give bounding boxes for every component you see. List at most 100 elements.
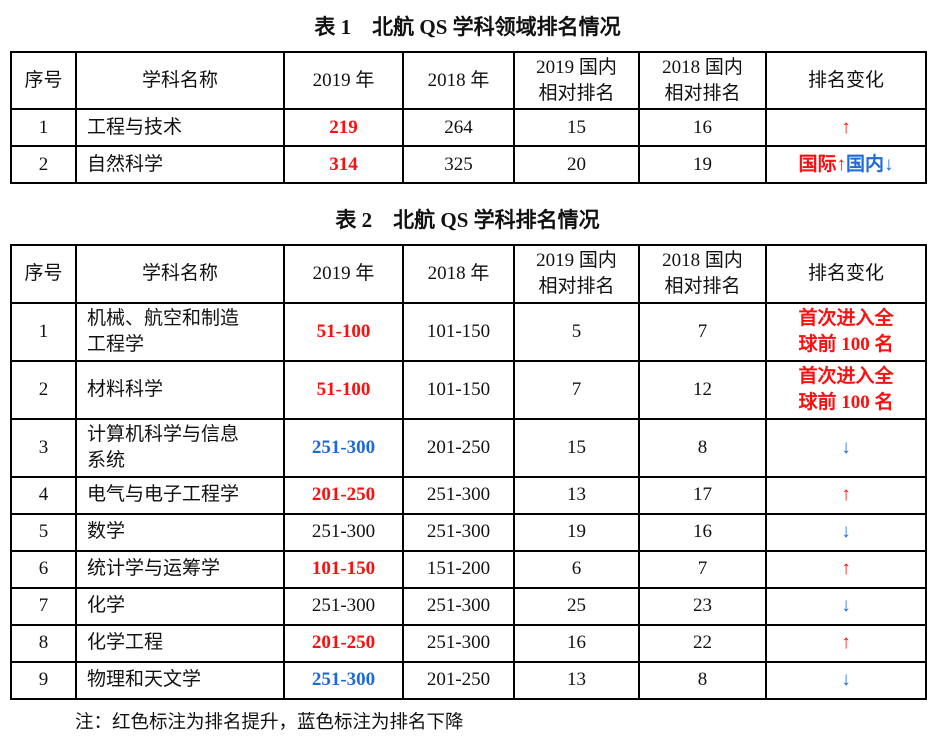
cell-domestic-rank-2019: 19 [513,512,640,552]
cell-rank-change-down-arrow: ↓ [765,417,927,478]
cell-domestic-rank-2018: 23 [638,586,767,626]
cell-subject-name: 计算机科学与信息 系统 [75,417,285,478]
cell-index: 1 [10,108,77,148]
cell-rank-2019: 251-300 [283,586,404,626]
cell-rank-2018: 201-250 [402,660,515,700]
cell-domestic-rank-2018: 7 [638,549,767,589]
cell-subject-name: 电气与电子工程学 [75,475,285,515]
cell-rank-2018: 201-250 [402,417,515,478]
cell-domestic-rank-2018: 22 [638,623,767,663]
cell-subject-name: 物理和天文学 [75,660,285,700]
cell-rank-change-up-arrow: ↑ [765,549,927,589]
cell-rank-change-down-arrow: ↓ [765,586,927,626]
cell-rank-2019: 314 [283,145,404,185]
cell-rank-2019: 251-300 [283,660,404,700]
table2-title: 表 2 北航 QS 学科排名情况 [335,208,600,233]
col-header-index: 序号 [10,244,77,304]
table-row: 5 数学 251-300 251-300 19 16 ↓ [10,512,927,552]
cell-rank-2018: 101-150 [402,301,515,362]
cell-subject-name: 化学 [75,586,285,626]
cell-rank-2018: 101-150 [402,359,515,420]
cell-rank-2018: 251-300 [402,512,515,552]
col-header-2019: 2019 年 [283,244,404,304]
col-header-change: 排名变化 [765,244,927,304]
table1-qs-subject-field-rankings: 序号 学科名称 2019 年 2018 年 2019 国内 相对排名 2018 … [10,50,927,185]
cell-rank-2018: 251-300 [402,586,515,626]
cell-domestic-rank-2018: 8 [638,660,767,700]
cell-rank-2019: 201-250 [283,475,404,515]
cell-rank-2019: 51-100 [283,301,404,362]
cell-index: 7 [10,586,77,626]
table-row: 1 机械、航空和制造 工程学 51-100 101-150 5 7 首次进入全 … [10,301,927,362]
cell-domestic-rank-2019: 15 [513,108,640,148]
cell-rank-change-down-arrow: ↓ [765,512,927,552]
col-header-change: 排名变化 [765,50,927,111]
cell-domestic-rank-2018: 17 [638,475,767,515]
cell-domestic-rank-2019: 20 [513,145,640,185]
cell-rank-change-up-arrow: ↑ [765,623,927,663]
cell-rank-2019: 101-150 [283,549,404,589]
table-row: 7 化学 251-300 251-300 25 23 ↓ [10,586,927,626]
cell-index: 6 [10,549,77,589]
cell-domestic-rank-2019: 13 [513,475,640,515]
col-header-subject: 学科名称 [75,244,285,304]
cell-subject-name: 机械、航空和制造 工程学 [75,301,285,362]
table-row: 2 材料科学 51-100 101-150 7 12 首次进入全 球前 100 … [10,359,927,420]
cell-domestic-rank-2019: 25 [513,586,640,626]
col-header-subject: 学科名称 [75,50,285,111]
cell-rank-2019: 251-300 [283,512,404,552]
cell-domestic-rank-2018: 7 [638,301,767,362]
table1-title: 表 1 北航 QS 学科领域排名情况 [314,15,621,39]
cell-subject-name: 统计学与运筹学 [75,549,285,589]
table-row: 8 化学工程 201-250 251-300 16 22 ↑ [10,623,927,663]
cell-domestic-rank-2019: 16 [513,623,640,663]
cell-domestic-rank-2018: 19 [638,145,767,185]
cell-rank-2018: 251-300 [402,623,515,663]
col-header-2018: 2018 年 [402,50,515,111]
cell-rank-change-mixed: 国际↑国内↓ [765,145,927,185]
cell-domestic-rank-2019: 15 [513,417,640,478]
cell-index: 9 [10,660,77,700]
cell-index: 2 [10,359,77,420]
cell-rank-2018: 251-300 [402,475,515,515]
cell-domestic-rank-2018: 16 [638,108,767,148]
cell-index: 1 [10,301,77,362]
cell-rank-2018: 151-200 [402,549,515,589]
cell-domestic-rank-2019: 7 [513,359,640,420]
cell-rank-2019: 219 [283,108,404,148]
cell-rank-2019: 251-300 [283,417,404,478]
table-row: 2 自然科学 314 325 20 19 国际↑国内↓ [10,145,927,185]
cell-domestic-rank-2019: 13 [513,660,640,700]
cell-subject-name: 材料科学 [75,359,285,420]
table-row: 6 统计学与运筹学 101-150 151-200 6 7 ↑ [10,549,927,589]
cell-index: 2 [10,145,77,185]
footnote: 注：红色标注为排名提升，蓝色标注为排名下降 [75,712,464,733]
table2-qs-subject-rankings: 序号 学科名称 2019 年 2018 年 2019 国内 相对排名 2018 … [10,244,927,700]
cell-rank-change-down-arrow: ↓ [765,660,927,700]
col-header-domestic-2018: 2018 国内 相对排名 [638,50,767,111]
cell-index: 4 [10,475,77,515]
table1-header-row: 序号 学科名称 2019 年 2018 年 2019 国内 相对排名 2018 … [10,50,927,111]
cell-rank-change-first-top100: 首次进入全 球前 100 名 [765,301,927,362]
cell-rank-change-up-arrow: ↑ [765,108,927,148]
cell-domestic-rank-2019: 5 [513,301,640,362]
col-header-domestic-2019: 2019 国内 相对排名 [513,50,640,111]
table-row: 9 物理和天文学 251-300 201-250 13 8 ↓ [10,660,927,700]
cell-subject-name: 数学 [75,512,285,552]
change-domestic-down: 国内↓ [846,153,894,175]
cell-domestic-rank-2018: 8 [638,417,767,478]
table-row: 1 工程与技术 219 264 15 16 ↑ [10,108,927,148]
col-header-domestic-2019: 2019 国内 相对排名 [513,244,640,304]
cell-rank-2019: 51-100 [283,359,404,420]
cell-rank-change-up-arrow: ↑ [765,475,927,515]
change-international-up: 国际↑ [798,153,846,175]
cell-subject-name: 化学工程 [75,623,285,663]
cell-index: 5 [10,512,77,552]
cell-rank-2018: 325 [402,145,515,185]
col-header-2018: 2018 年 [402,244,515,304]
cell-index: 8 [10,623,77,663]
cell-rank-change-first-top100: 首次进入全 球前 100 名 [765,359,927,420]
col-header-domestic-2018: 2018 国内 相对排名 [638,244,767,304]
cell-subject-name: 自然科学 [75,145,285,185]
